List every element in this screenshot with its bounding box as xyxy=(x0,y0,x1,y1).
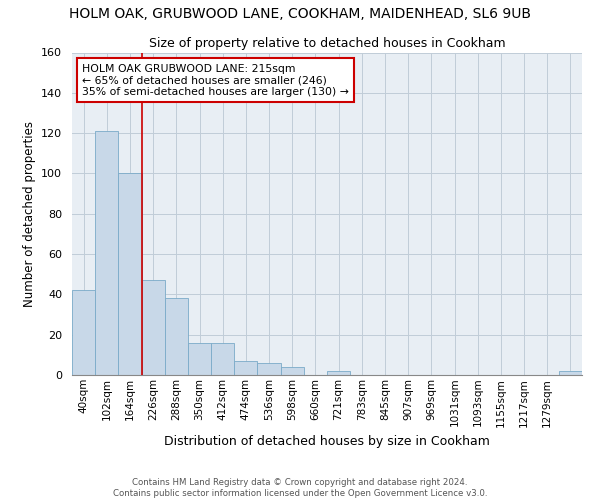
X-axis label: Distribution of detached houses by size in Cookham: Distribution of detached houses by size … xyxy=(164,435,490,448)
Bar xyxy=(211,343,234,375)
Text: Contains HM Land Registry data © Crown copyright and database right 2024.
Contai: Contains HM Land Registry data © Crown c… xyxy=(113,478,487,498)
Bar xyxy=(165,298,188,375)
Bar xyxy=(118,174,142,375)
Bar xyxy=(234,361,257,375)
Bar xyxy=(281,367,304,375)
Bar xyxy=(559,371,582,375)
Bar xyxy=(327,371,350,375)
Bar xyxy=(142,280,165,375)
Bar xyxy=(188,343,211,375)
Bar xyxy=(72,290,95,375)
Text: HOLM OAK GRUBWOOD LANE: 215sqm
← 65% of detached houses are smaller (246)
35% of: HOLM OAK GRUBWOOD LANE: 215sqm ← 65% of … xyxy=(82,64,349,97)
Y-axis label: Number of detached properties: Number of detached properties xyxy=(23,120,35,306)
Bar xyxy=(257,363,281,375)
Bar xyxy=(95,131,118,375)
Title: Size of property relative to detached houses in Cookham: Size of property relative to detached ho… xyxy=(149,37,505,50)
Text: HOLM OAK, GRUBWOOD LANE, COOKHAM, MAIDENHEAD, SL6 9UB: HOLM OAK, GRUBWOOD LANE, COOKHAM, MAIDEN… xyxy=(69,8,531,22)
